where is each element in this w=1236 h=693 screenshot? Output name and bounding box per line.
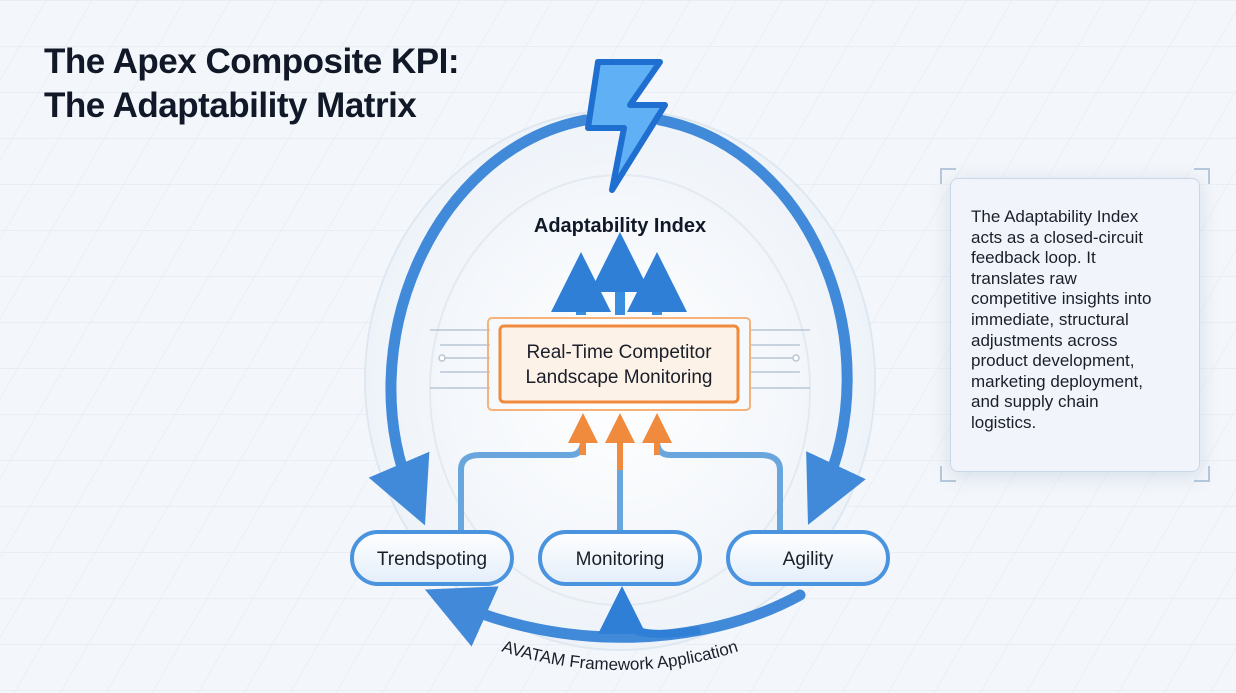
adaptability-index-label: Adaptability Index	[534, 215, 706, 237]
center-box-line1: Real-Time Competitor	[526, 342, 712, 363]
description-line: acts as a closed-circuit	[971, 227, 1143, 247]
title-line-1: The Apex Composite KPI:	[44, 42, 460, 81]
description-line: immediate, structural	[971, 309, 1129, 329]
description-line: marketing deployment,	[971, 371, 1143, 391]
center-box-line2: Landscape Monitoring	[526, 367, 713, 388]
description-line: and supply chain	[971, 392, 1099, 412]
description-card: The Adaptability Index acts as a closed-…	[950, 178, 1200, 472]
description-line: The Adaptability Index	[971, 207, 1139, 226]
pillar-trendspotting: Trendspoting	[350, 530, 514, 586]
description-line: feedback loop. It	[971, 248, 1096, 268]
description-line: product development,	[971, 351, 1135, 371]
pillar-monitoring: Monitoring	[538, 530, 702, 586]
title-line-2: The Adaptability Matrix	[44, 86, 417, 125]
note-corner	[940, 168, 956, 184]
output-arrows	[551, 232, 687, 315]
input-arrows	[458, 413, 783, 530]
right-loop-arrow	[654, 114, 866, 525]
description-line: translates raw	[971, 268, 1077, 288]
note-corner	[940, 466, 956, 482]
description-line: logistics.	[971, 412, 1037, 432]
return-arrow	[598, 586, 701, 638]
left-loop-arrow	[368, 114, 591, 526]
page-title: The Apex Composite KPI: The Adaptability…	[44, 40, 460, 128]
description-line: competitive insights into	[971, 289, 1152, 309]
description-text: The Adaptability Index acts as a closed-…	[971, 207, 1191, 434]
description-line: adjustments across	[971, 330, 1118, 350]
circuit-lines	[430, 329, 810, 389]
lightning-bolt-icon	[585, 59, 668, 193]
center-box-frame	[487, 317, 751, 411]
center-box	[498, 324, 740, 404]
bottom-loop-arrow	[424, 586, 806, 647]
pillar-agility: Agility	[726, 530, 890, 586]
pillar-label: Agility	[783, 549, 834, 570]
pillar-label: Monitoring	[576, 549, 665, 570]
note-corner	[1194, 168, 1210, 184]
note-corner	[1194, 466, 1210, 482]
pillar-label: Trendspoting	[377, 549, 487, 570]
